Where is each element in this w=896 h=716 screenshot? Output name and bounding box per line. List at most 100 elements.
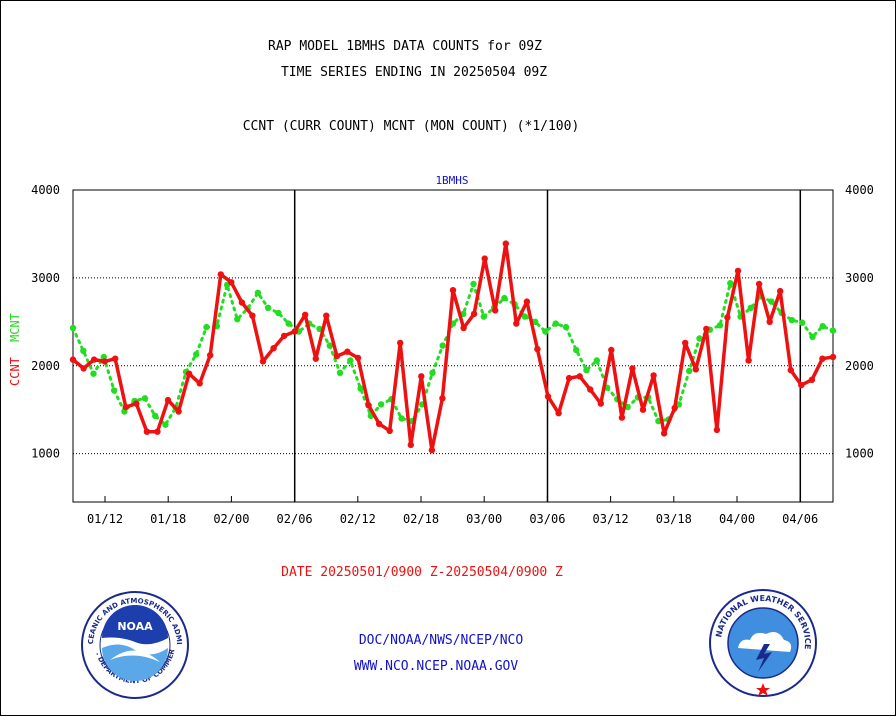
ccnt-point	[819, 355, 826, 362]
y-tick-label-left: 2000	[31, 359, 60, 373]
mcnt-point	[326, 342, 333, 349]
ccnt-point	[418, 373, 425, 380]
ccnt-point	[90, 356, 98, 363]
ccnt-point	[576, 373, 583, 380]
ccnt-point	[112, 355, 119, 362]
ccnt-point	[734, 267, 742, 275]
mcnt-point	[357, 385, 364, 392]
y-tick-label-right: 2000	[845, 359, 874, 373]
mcnt-point	[429, 369, 436, 376]
ccnt-point	[618, 414, 626, 421]
nws-logo: NATIONAL WEATHER SERVICE	[709, 589, 817, 697]
mcnt-point	[234, 316, 241, 323]
ccnt-point	[798, 381, 805, 389]
chart-title-line1: RAP MODEL 1BMHS DATA COUNTS for 09Z	[268, 39, 542, 54]
mcnt-point	[470, 280, 477, 288]
ccnt-point	[460, 324, 467, 332]
ccnt-point	[597, 400, 604, 407]
mcnt-point	[141, 395, 149, 402]
ccnt-point	[312, 355, 319, 362]
mcnt-point	[203, 323, 210, 331]
ccnt-point	[407, 441, 414, 449]
mcnt-point	[336, 369, 344, 376]
ccnt-point	[671, 404, 678, 412]
mcnt-point	[727, 280, 734, 287]
ccnt-point	[608, 346, 615, 354]
x-tick-label: 02/06	[277, 512, 313, 526]
ccnt-point	[175, 408, 182, 415]
ccnt-point	[555, 410, 562, 417]
y-tick-label-left: 1000	[31, 447, 60, 461]
ccnt-point	[703, 325, 710, 333]
mcnt-point	[686, 367, 693, 375]
ccnt-point	[587, 386, 594, 393]
ccnt-point	[470, 310, 478, 318]
ccnt-point	[713, 426, 721, 434]
y-tick-label-right: 3000	[845, 271, 874, 285]
ccnt-line	[71, 241, 835, 452]
x-tick-label: 03/12	[593, 512, 629, 526]
x-tick-label: 01/18	[150, 512, 186, 526]
website-link[interactable]: WWW.NCO.NCEP.NOAA.GOV	[353, 659, 519, 674]
mcnt-point	[80, 347, 87, 354]
ccnt-point	[745, 357, 752, 364]
ccnt-point	[302, 311, 309, 318]
ccnt-point	[481, 255, 488, 262]
chart-title-line2: TIME SERIES ENDING IN 20250504 09Z	[280, 65, 548, 80]
y-tick-label-left: 4000	[31, 183, 60, 197]
x-tick-label: 04/06	[782, 512, 818, 526]
y-tick-label-right: 4000	[845, 183, 874, 197]
ccnt-point	[386, 427, 393, 434]
mcnt-point	[377, 401, 385, 408]
mcnt-point	[809, 333, 816, 340]
ccnt-point	[692, 366, 699, 373]
y-tick-label-right: 1000	[845, 447, 874, 461]
ccnt-point	[523, 298, 531, 305]
plot-title: 1BMHS	[435, 174, 468, 187]
ccnt-point	[565, 374, 573, 382]
ccnt-point	[344, 348, 351, 355]
x-tick-label: 02/00	[213, 512, 249, 526]
ccnt-point	[164, 396, 172, 404]
ccnt-point	[354, 354, 362, 362]
mcnt-point	[542, 328, 549, 335]
chart-subtitle: CCNT (CURR COUNT) MCNT (MON COUNT) (*1/1…	[242, 119, 580, 134]
noaa-wordmark: NOAA	[117, 620, 153, 633]
x-tick-label: 01/12	[87, 512, 123, 526]
mcnt-point	[480, 313, 487, 320]
mcnt-point	[285, 320, 292, 327]
ccnt-point	[333, 352, 341, 360]
mcnt-point	[799, 319, 806, 326]
mcnt-point	[152, 412, 159, 420]
y-tick-label-left: 3000	[31, 271, 60, 285]
ccnt-point	[502, 240, 509, 247]
ccnt-point	[449, 287, 457, 294]
ccnt-point	[228, 279, 235, 286]
mcnt-point	[398, 415, 405, 422]
ccnt-point	[291, 328, 298, 335]
y-axis-label-mcnt: MCNT	[8, 313, 22, 342]
mcnt-point	[110, 387, 118, 394]
mcnt-point	[347, 357, 354, 364]
mcnt-point	[193, 351, 200, 358]
ccnt-point	[185, 370, 193, 377]
ccnt-point	[365, 402, 372, 409]
ccnt-point	[323, 312, 330, 319]
mcnt-point	[788, 316, 796, 324]
ccnt-point	[829, 353, 837, 361]
ccnt-point	[280, 332, 288, 340]
mcnt-point	[69, 324, 77, 332]
ccnt-point	[101, 358, 108, 365]
mcnt-point	[90, 370, 97, 377]
ccnt-point	[629, 365, 636, 372]
ccnt-point	[534, 345, 541, 353]
mcnt-point	[264, 304, 272, 311]
ccnt-point	[439, 395, 446, 402]
ccnt-point	[724, 314, 731, 321]
ccnt-point	[122, 403, 129, 411]
ccnt-point	[207, 352, 214, 359]
mcnt-point	[716, 322, 724, 329]
x-tick-label: 03/06	[529, 512, 565, 526]
mcnt-point	[275, 309, 282, 317]
